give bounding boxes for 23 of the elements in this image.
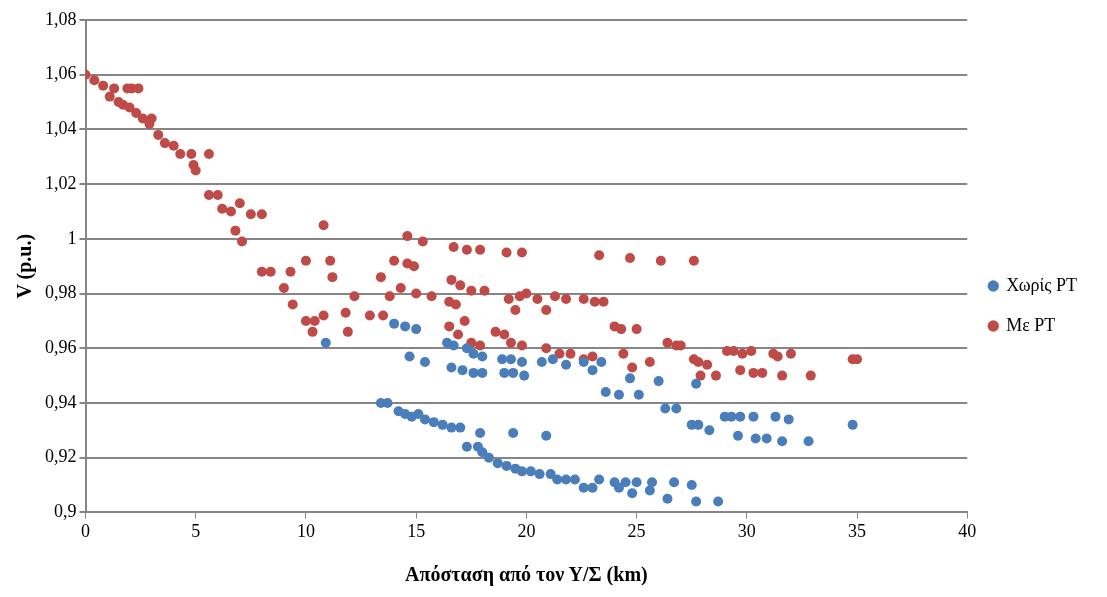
x-tick-label: 10 xyxy=(296,520,315,541)
y-tick-label: 1 xyxy=(67,227,77,248)
x-tick-label: 25 xyxy=(627,520,646,541)
x-axis-title: Απόσταση από τον Υ/Σ (km) xyxy=(405,563,648,587)
y-tick-label: 0,96 xyxy=(45,337,77,357)
legend-label: Με PT xyxy=(1006,314,1056,335)
y-axis-title: V (p.u.) xyxy=(13,233,37,299)
x-tick-label: 35 xyxy=(848,520,867,541)
y-tick-label: 1,02 xyxy=(45,172,77,193)
x-tick-label: 30 xyxy=(737,520,756,541)
y-tick-label: 0,94 xyxy=(45,391,77,412)
x-tick-label: 20 xyxy=(517,520,536,541)
legend-label: Χωρίς PT xyxy=(1006,274,1078,295)
y-tick-label: 1,04 xyxy=(45,118,77,139)
x-tick-label: 15 xyxy=(407,520,426,541)
x-tick-label: 40 xyxy=(958,520,977,541)
y-tick-label: 0,92 xyxy=(45,446,77,467)
y-tick-label: 0,98 xyxy=(45,282,77,303)
y-tick-label: 1,08 xyxy=(45,8,77,29)
y-tick-label: 1,06 xyxy=(45,63,77,84)
x-tick-label: 5 xyxy=(191,520,201,541)
x-tick-label: 0 xyxy=(81,520,90,541)
y-tick-label: 0,9 xyxy=(54,501,77,522)
